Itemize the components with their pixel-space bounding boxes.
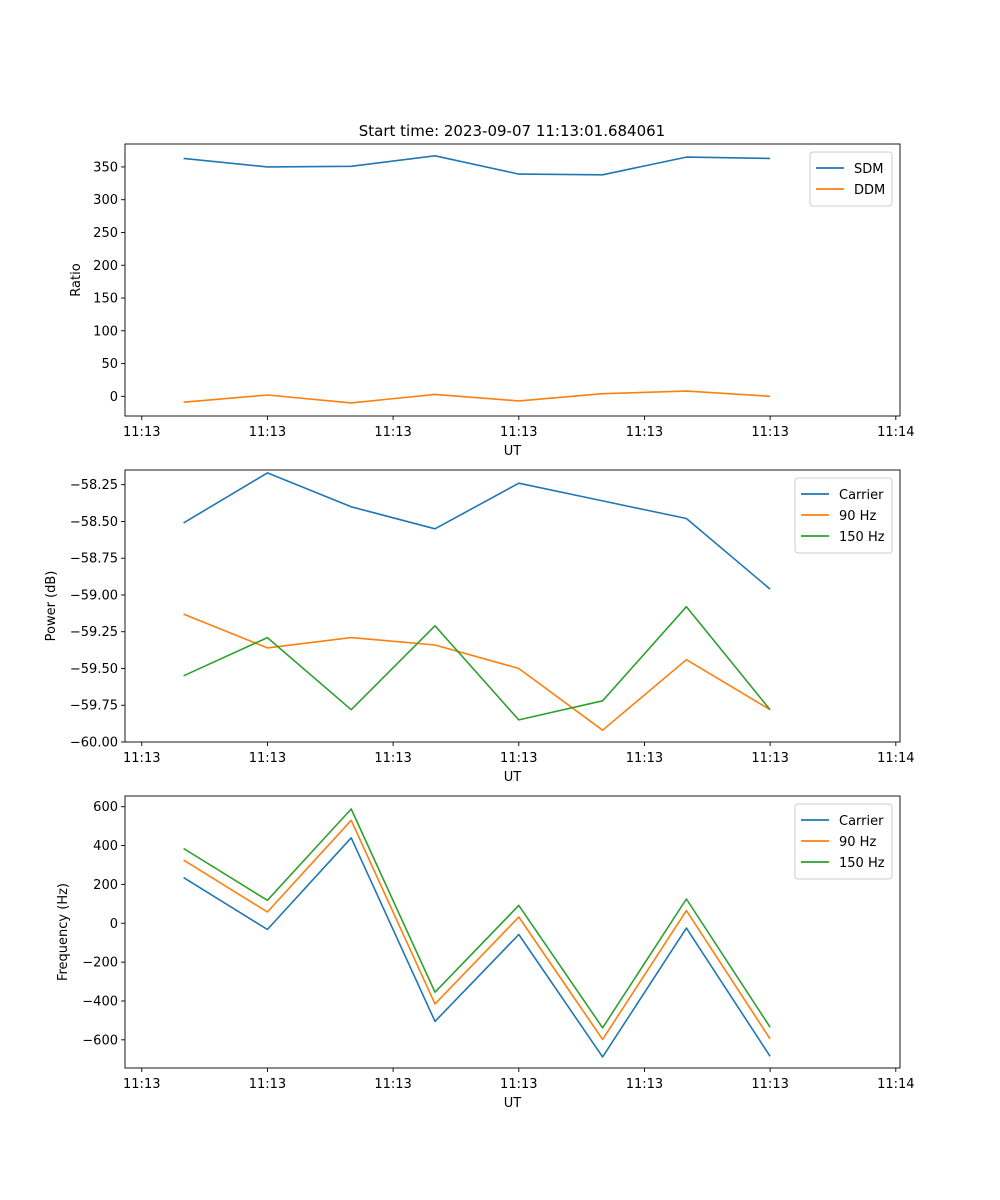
- ratio-y-tick-label: 150: [93, 292, 118, 307]
- frequency-x-tick-label: 11:13: [751, 1077, 788, 1092]
- power-y-axis-label: Power (dB): [44, 571, 59, 642]
- ratio-x-axis-label: UT: [504, 444, 522, 459]
- frequency-legend-label: 150 Hz: [839, 856, 885, 871]
- ratio-y-tick-label: 350: [93, 160, 118, 175]
- frequency-legend-box: [794, 803, 893, 880]
- power-y-tick-label: −60.00: [70, 736, 118, 751]
- ratio-panel: 0 50 100 150 200 250 300 350 11:13 11:13 11:13 11:1…: [69, 143, 915, 459]
- power-x-tick-label: 11:13: [374, 751, 411, 766]
- power-series-150-hz-line: [183, 605, 771, 721]
- power-legend-label: 90 Hz: [839, 509, 876, 524]
- power-y-tick-label: −59.75: [70, 699, 118, 714]
- frequency-series-150-hz-line: [183, 808, 771, 1029]
- frequency-x-axis-label: UT: [504, 1096, 522, 1111]
- ratio-x-tick-label: 11:14: [877, 425, 914, 440]
- ratio-series-ddm-line: [183, 390, 771, 404]
- ratio-x-tick-label: 11:13: [500, 425, 537, 440]
- ratio-y-tick-label: 250: [93, 226, 118, 241]
- ratio-x-tick-label: 11:13: [123, 425, 160, 440]
- frequency-legend: Carrier 90 Hz 150 Hz: [794, 803, 893, 880]
- ratio-x-tick-label: 11:13: [249, 425, 286, 440]
- frequency-x-tick-label: 11:13: [500, 1077, 537, 1092]
- frequency-legend-label: 90 Hz: [839, 835, 876, 850]
- power-x-tick-label: 11:14: [877, 751, 914, 766]
- frequency-y-tick-label: 600: [93, 800, 118, 815]
- frequency-y-tick-label: −600: [82, 1033, 118, 1048]
- ratio-legend-box: [809, 151, 893, 207]
- ratio-y-tick-label: 50: [101, 357, 118, 372]
- power-x-tick-label: 11:13: [626, 751, 663, 766]
- frequency-y-tick-label: 0: [110, 917, 118, 932]
- power-x-axis-label: UT: [504, 770, 522, 785]
- figure-title: Start time: 2023-09-07 11:13:01.684061: [359, 122, 665, 140]
- ratio-y-tick-label: 200: [93, 259, 118, 274]
- frequency-series-carrier-line: [183, 836, 771, 1058]
- frequency-x-tick-label: 11:13: [374, 1077, 411, 1092]
- frequency-x-tick-label: 11:14: [877, 1077, 914, 1092]
- power-panel: −60.00 −59.75 −59.50 −59.25 −59.00 −58.75 −58.…: [44, 469, 915, 785]
- ratio-y-tick-label: 0: [110, 390, 118, 405]
- power-series-carrier-line: [183, 472, 771, 590]
- ratio-x-tick-label: 11:13: [626, 425, 663, 440]
- frequency-x-tick-label: 11:13: [249, 1077, 286, 1092]
- frequency-x-tick-label: 11:13: [123, 1077, 160, 1092]
- ratio-series-sdm-line: [183, 155, 771, 176]
- power-y-tick-label: −59.50: [70, 662, 118, 677]
- frequency-y-tick-label: 400: [93, 839, 118, 854]
- ratio-legend: SDM DDM: [809, 151, 893, 207]
- power-axes-frame: [124, 469, 901, 743]
- frequency-legend-label: Carrier: [839, 814, 884, 829]
- power-legend: Carrier 90 Hz 150 Hz: [794, 477, 893, 554]
- power-legend-box: [794, 477, 893, 554]
- power-y-tick-label: −58.50: [70, 515, 118, 530]
- ratio-y-axis-label: Ratio: [69, 263, 84, 296]
- ratio-x-tick-label: 11:13: [374, 425, 411, 440]
- power-legend-label: 150 Hz: [839, 530, 885, 545]
- power-series-90-hz-line: [183, 613, 771, 732]
- frequency-y-tick-label: −400: [82, 994, 118, 1009]
- frequency-x-tick-label: 11:13: [626, 1077, 663, 1092]
- frequency-y-axis-label: Frequency (Hz): [56, 883, 71, 981]
- ratio-y-tick-label: 300: [93, 193, 118, 208]
- power-y-tick-label: −59.25: [70, 625, 118, 640]
- power-y-tick-label: −59.00: [70, 588, 118, 603]
- frequency-axes-frame: [124, 795, 901, 1069]
- ratio-axes-frame: [124, 143, 901, 417]
- frequency-series-90-hz-line: [183, 819, 771, 1041]
- ratio-legend-label: DDM: [854, 183, 885, 198]
- frequency-y-tick-label: 200: [93, 878, 118, 893]
- power-legend-label: Carrier: [839, 488, 884, 503]
- power-x-tick-label: 11:13: [123, 751, 160, 766]
- frequency-y-tick-label: −200: [82, 956, 118, 971]
- ratio-y-tick-label: 100: [93, 324, 118, 339]
- ratio-x-tick-label: 11:13: [751, 425, 788, 440]
- ratio-legend-label: SDM: [854, 162, 883, 177]
- power-y-tick-label: −58.25: [70, 478, 118, 493]
- power-x-tick-label: 11:13: [751, 751, 788, 766]
- power-x-tick-label: 11:13: [249, 751, 286, 766]
- power-y-tick-label: −58.75: [70, 552, 118, 567]
- power-x-tick-label: 11:13: [500, 751, 537, 766]
- frequency-panel: −600 −400 −200 0 200 400 600 11:13 11:13 11:13 11:…: [56, 795, 915, 1111]
